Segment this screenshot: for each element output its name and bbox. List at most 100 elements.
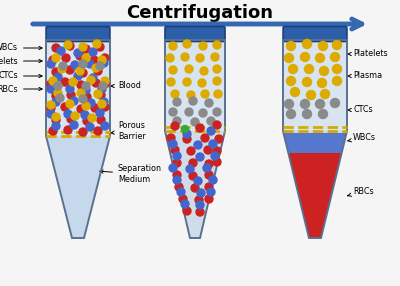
Circle shape <box>87 76 95 84</box>
Circle shape <box>52 44 60 52</box>
Circle shape <box>98 56 106 64</box>
Circle shape <box>82 86 90 94</box>
Circle shape <box>47 104 55 112</box>
Circle shape <box>332 65 342 74</box>
Circle shape <box>183 40 191 48</box>
Circle shape <box>98 100 106 108</box>
Circle shape <box>52 98 60 106</box>
Circle shape <box>201 90 209 98</box>
Circle shape <box>87 99 95 107</box>
Circle shape <box>101 54 109 62</box>
Circle shape <box>56 94 64 102</box>
Polygon shape <box>46 136 110 238</box>
Circle shape <box>167 134 175 142</box>
Circle shape <box>173 171 181 179</box>
Circle shape <box>213 121 221 129</box>
Circle shape <box>201 134 209 142</box>
Circle shape <box>88 114 96 122</box>
Circle shape <box>52 113 60 121</box>
Circle shape <box>205 99 213 107</box>
Circle shape <box>196 54 204 62</box>
Circle shape <box>181 53 189 61</box>
Circle shape <box>169 42 177 50</box>
Circle shape <box>286 41 296 51</box>
Circle shape <box>83 117 91 125</box>
Circle shape <box>79 95 87 103</box>
Circle shape <box>189 172 197 180</box>
Text: Blood: Blood <box>111 82 141 90</box>
Circle shape <box>173 159 181 167</box>
Text: Platelets: Platelets <box>0 57 42 65</box>
Circle shape <box>183 135 191 143</box>
Circle shape <box>64 41 72 49</box>
Circle shape <box>101 103 109 111</box>
Circle shape <box>100 59 108 67</box>
Circle shape <box>92 79 100 87</box>
Circle shape <box>187 147 195 155</box>
Circle shape <box>98 85 106 93</box>
Circle shape <box>205 183 213 191</box>
Circle shape <box>187 91 195 99</box>
Circle shape <box>304 65 314 74</box>
Circle shape <box>284 53 294 63</box>
Circle shape <box>61 78 69 86</box>
Circle shape <box>97 91 105 99</box>
Circle shape <box>213 158 221 166</box>
Circle shape <box>101 80 109 88</box>
Circle shape <box>196 153 204 161</box>
Circle shape <box>59 62 67 70</box>
Circle shape <box>194 177 202 185</box>
Polygon shape <box>288 153 342 238</box>
Circle shape <box>284 100 294 108</box>
Text: CTCs: CTCs <box>0 72 42 80</box>
FancyBboxPatch shape <box>165 27 225 41</box>
FancyBboxPatch shape <box>283 27 347 41</box>
Circle shape <box>94 127 102 135</box>
Circle shape <box>52 54 60 62</box>
Circle shape <box>204 146 212 154</box>
Polygon shape <box>283 131 347 238</box>
Circle shape <box>302 39 312 49</box>
Circle shape <box>69 78 77 86</box>
Circle shape <box>196 124 204 132</box>
Circle shape <box>74 72 82 80</box>
Circle shape <box>76 52 84 60</box>
Circle shape <box>207 117 215 125</box>
Circle shape <box>173 176 181 184</box>
Circle shape <box>302 110 312 118</box>
Circle shape <box>77 105 85 113</box>
Circle shape <box>52 122 60 130</box>
Circle shape <box>195 196 203 204</box>
Circle shape <box>67 91 75 99</box>
Circle shape <box>67 115 75 123</box>
Text: Centrifugation: Centrifugation <box>126 4 274 22</box>
Circle shape <box>320 90 330 98</box>
Circle shape <box>79 69 87 77</box>
Circle shape <box>101 122 109 130</box>
Circle shape <box>89 48 97 56</box>
Circle shape <box>186 165 194 173</box>
Circle shape <box>196 201 204 209</box>
Circle shape <box>173 98 181 106</box>
Circle shape <box>169 164 177 172</box>
Text: RBCs: RBCs <box>0 84 42 94</box>
Circle shape <box>205 195 213 203</box>
Circle shape <box>47 85 55 93</box>
Text: WBCs: WBCs <box>0 43 42 53</box>
Circle shape <box>213 108 221 116</box>
Circle shape <box>197 189 205 197</box>
Circle shape <box>52 116 60 124</box>
Circle shape <box>171 122 179 130</box>
Circle shape <box>169 140 177 148</box>
Circle shape <box>47 60 55 68</box>
Circle shape <box>209 140 217 148</box>
Circle shape <box>318 78 326 88</box>
Circle shape <box>207 188 215 196</box>
Text: Plasma: Plasma <box>347 72 382 80</box>
Circle shape <box>47 80 55 88</box>
Circle shape <box>290 88 300 96</box>
Circle shape <box>52 68 60 76</box>
Circle shape <box>332 41 342 49</box>
Circle shape <box>199 109 207 117</box>
Circle shape <box>185 65 193 73</box>
